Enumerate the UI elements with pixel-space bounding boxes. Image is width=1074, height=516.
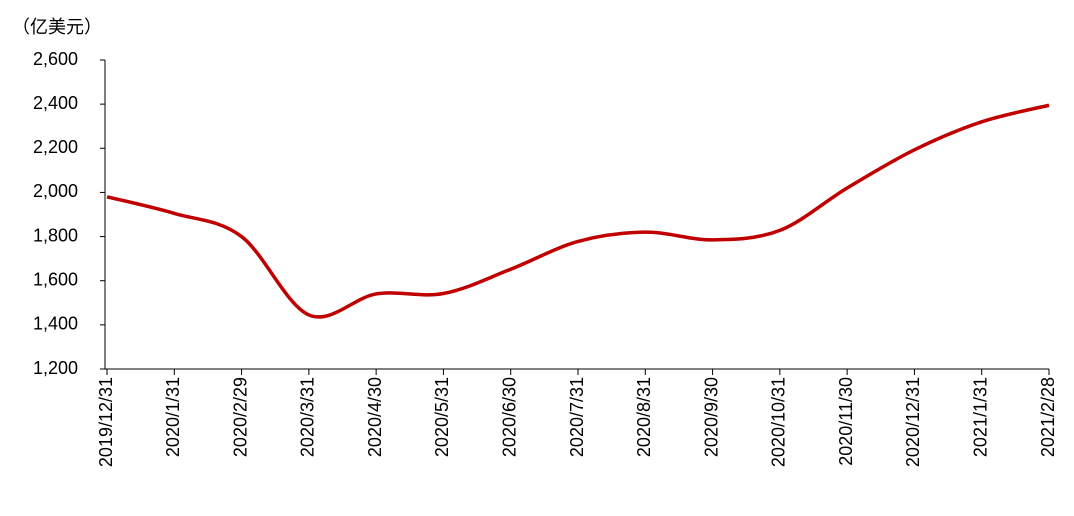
x-tick-label: 2020/6/30 (499, 377, 519, 457)
x-tick-label: 2020/3/31 (298, 377, 318, 457)
x-tick-label: 2020/9/30 (701, 377, 721, 457)
x-tick-label: 2021/2/28 (1038, 377, 1058, 457)
y-tick-label: 2,600 (33, 49, 78, 69)
x-tick-label: 2020/2/29 (230, 377, 250, 457)
x-tick-label: 2020/10/31 (769, 377, 789, 467)
x-tick-label: 2020/8/31 (634, 377, 654, 457)
x-tick-label: 2021/1/31 (970, 377, 990, 457)
x-tick-label: 2020/11/30 (836, 377, 856, 466)
x-tick-label: 2019/12/31 (96, 377, 116, 467)
y-tick-label: 1,600 (33, 269, 78, 289)
y-tick-label: 1,200 (33, 358, 78, 378)
y-axis-unit: （亿美元） (12, 17, 102, 37)
x-tick-label: 2020/4/30 (365, 377, 385, 457)
y-tick-label: 1,400 (33, 314, 78, 334)
x-tick-label: 2020/1/31 (163, 377, 183, 457)
line-series (106, 103, 1050, 319)
y-tick-label: 2,400 (33, 93, 78, 113)
y-tick-label: 1,800 (33, 225, 78, 245)
x-tick-label: 2020/7/31 (567, 377, 587, 457)
y-tick-label: 2,200 (33, 137, 78, 157)
x-tick-label: 2020/12/31 (903, 377, 923, 467)
y-tick-label: 2,000 (33, 181, 78, 201)
x-tick-label: 2020/5/31 (432, 377, 452, 457)
